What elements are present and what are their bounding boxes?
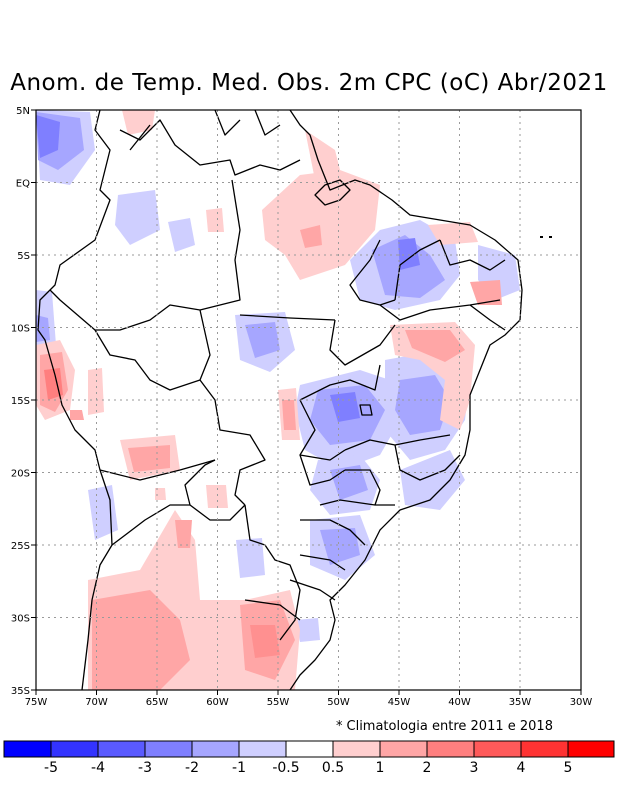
axis-ticks bbox=[31, 109, 582, 695]
colorbar-label: 3 bbox=[470, 760, 479, 776]
y-tick-label: 25S bbox=[11, 541, 30, 552]
y-tick-label: 15S bbox=[11, 396, 30, 407]
graticule bbox=[36, 110, 581, 690]
x-tick-label: 50W bbox=[327, 697, 350, 708]
colorbar-label: 0.5 bbox=[322, 760, 344, 776]
warm-anomaly-areas bbox=[36, 110, 502, 690]
y-tick-label: 5N bbox=[16, 106, 30, 117]
x-tick-label: 55W bbox=[267, 697, 290, 708]
x-tick-label: 35W bbox=[509, 697, 532, 708]
colorbar-swatch bbox=[474, 741, 521, 757]
y-tick-label: 30S bbox=[11, 614, 30, 625]
x-tick-label: 60W bbox=[206, 697, 229, 708]
map-title: Anom. de Temp. Med. Obs. 2m CPC (oC) Abr… bbox=[10, 70, 608, 96]
x-axis-labels: 75W 70W 65W 60W 55W 50W 45W 40W 35W 30W bbox=[25, 697, 593, 708]
colorbar-label: -1 bbox=[232, 760, 246, 776]
y-axis-labels: 5N EQ 5S 10S 15S 20S 25S 30S 35S bbox=[11, 106, 30, 697]
colorbar-swatch bbox=[333, 741, 380, 757]
plot-area bbox=[36, 110, 581, 690]
colorbar-swatch bbox=[427, 741, 474, 757]
asterisk-icon: * bbox=[336, 719, 343, 734]
x-tick-label: 40W bbox=[448, 697, 471, 708]
colorbar-swatch bbox=[568, 741, 614, 757]
colorbar-label: 5 bbox=[564, 760, 573, 776]
colorbar-swatch bbox=[51, 741, 98, 757]
y-tick-label: 20S bbox=[11, 469, 30, 480]
climatology-note-text: Climatologia entre 2011 e 2018 bbox=[346, 719, 553, 734]
x-tick-label: 65W bbox=[146, 697, 169, 708]
colorbar-swatch bbox=[98, 741, 145, 757]
colorbar-label: 4 bbox=[517, 760, 526, 776]
x-tick-label: 70W bbox=[85, 697, 108, 708]
colorbar-labels: -5 -4 -3 -2 -1 -0.5 0.5 1 2 3 4 5 bbox=[44, 760, 572, 776]
colorbar-label: -5 bbox=[44, 760, 58, 776]
y-tick-label: 5S bbox=[17, 251, 30, 262]
colorbar-swatch bbox=[380, 741, 427, 757]
colorbar-label: -2 bbox=[185, 760, 199, 776]
colorbar-swatch bbox=[521, 741, 568, 757]
y-tick-label: 10S bbox=[11, 324, 30, 335]
colorbar-swatch bbox=[145, 741, 192, 757]
colorbar-label: -3 bbox=[138, 760, 152, 776]
colorbar-label: -0.5 bbox=[272, 760, 299, 776]
colorbar-label: 1 bbox=[376, 760, 385, 776]
colorbar-label: -4 bbox=[91, 760, 105, 776]
x-tick-label: 30W bbox=[570, 697, 593, 708]
y-tick-label: 35S bbox=[11, 686, 30, 697]
x-tick-label: 75W bbox=[25, 697, 48, 708]
colorbar-label: 2 bbox=[423, 760, 432, 776]
colorbar-swatch bbox=[239, 741, 286, 757]
x-tick-label: 45W bbox=[388, 697, 411, 708]
colorbar bbox=[3, 740, 615, 758]
climatology-note: * Climatologia entre 2011 e 2018 bbox=[336, 719, 553, 734]
colorbar-swatch bbox=[192, 741, 239, 757]
y-tick-label: EQ bbox=[16, 179, 30, 190]
coastlines-and-borders bbox=[37, 110, 523, 690]
colorbar-swatch bbox=[286, 741, 333, 757]
colorbar-swatch bbox=[4, 741, 51, 757]
